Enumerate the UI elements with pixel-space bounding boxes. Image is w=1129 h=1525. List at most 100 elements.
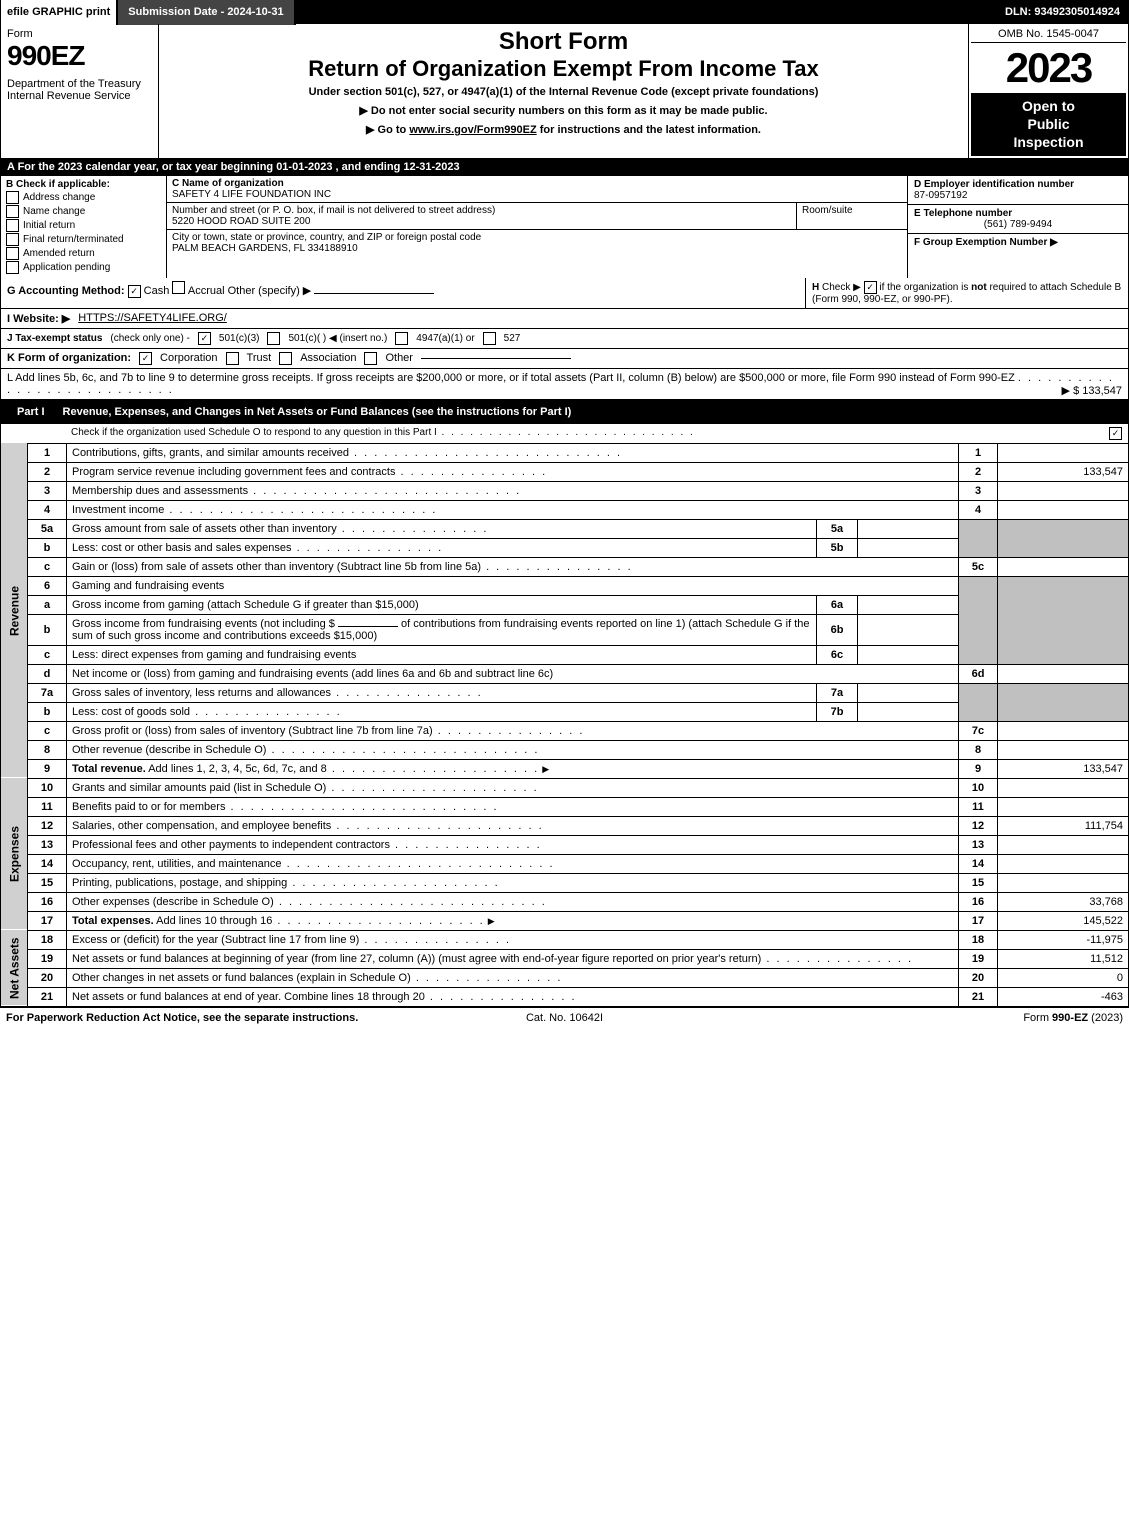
l11-rnum: 11 — [959, 797, 998, 816]
e-label: E Telephone number — [914, 208, 1012, 219]
under-section: Under section 501(c), 527, or 4947(a)(1)… — [165, 86, 962, 98]
checkbox-icon[interactable] — [6, 261, 19, 274]
line-9: 9 Total revenue. Add lines 1, 2, 3, 4, 5… — [1, 759, 1129, 778]
l5b-desc: Less: cost or other basis and sales expe… — [67, 538, 817, 557]
return-title: Return of Organization Exempt From Incom… — [165, 56, 962, 82]
checkbox-4947[interactable] — [395, 332, 408, 345]
l10-num: 10 — [28, 778, 67, 797]
section-def: D Employer identification number 87-0957… — [907, 176, 1128, 278]
l5c-desc: Gain or (loss) from sale of assets other… — [67, 557, 959, 576]
checkbox-icon[interactable] — [6, 205, 19, 218]
line-13: 13 Professional fees and other payments … — [1, 835, 1129, 854]
i-website-link[interactable]: HTTPS://SAFETY4LIFE.ORG/ — [78, 312, 227, 324]
checkbox-cash[interactable]: ✓ — [128, 285, 141, 298]
checkbox-icon[interactable] — [6, 233, 19, 246]
l6a-desc: Gross income from gaming (attach Schedul… — [67, 595, 817, 614]
l6d-rval — [998, 664, 1129, 683]
l5a-num: 5a — [28, 519, 67, 538]
top-bar: efile GRAPHIC print Submission Date - 20… — [0, 0, 1129, 24]
c-street-label: Number and street (or P. O. box, if mail… — [172, 205, 495, 216]
k-corp: Corporation — [160, 352, 217, 364]
checkbox-accrual[interactable] — [172, 281, 185, 294]
l6a-sval — [858, 595, 959, 614]
l10-rval — [998, 778, 1129, 797]
row-j: J Tax-exempt status (check only one) - ✓… — [0, 329, 1129, 349]
j-c: 501(c)( ) ◀ (insert no.) — [288, 333, 387, 344]
efile-print-button[interactable]: efile GRAPHIC print — [1, 0, 118, 25]
l16-desc: Other expenses (describe in Schedule O) — [67, 892, 959, 911]
l1-rnum: 1 — [959, 443, 998, 462]
line-11: 11 Benefits paid to or for members 11 — [1, 797, 1129, 816]
checkbox-527[interactable] — [483, 332, 496, 345]
checkbox-501c[interactable] — [267, 332, 280, 345]
section-c: C Name of organization SAFETY 4 LIFE FOU… — [167, 176, 907, 278]
g-other-input[interactable] — [314, 293, 434, 294]
checkbox-501c3[interactable]: ✓ — [198, 332, 211, 345]
short-form-title: Short Form — [165, 28, 962, 56]
page-footer: For Paperwork Reduction Act Notice, see … — [0, 1007, 1129, 1028]
l7a-num: 7a — [28, 683, 67, 702]
revenue-side-label: Revenue — [1, 443, 28, 778]
checkbox-corp[interactable]: ✓ — [139, 352, 152, 365]
checkbox-icon[interactable] — [6, 191, 19, 204]
expenses-side-label: Expenses — [1, 778, 28, 930]
b-app-pending: Application pending — [6, 261, 161, 274]
j-a1: 4947(a)(1) or — [416, 333, 474, 344]
l5a-sval — [858, 519, 959, 538]
checkbox-assoc[interactable] — [279, 352, 292, 365]
b-item-2: Initial return — [23, 220, 75, 231]
row-h: H Check ▶ ✓ if the organization is not r… — [805, 278, 1128, 308]
l9-rval: 133,547 — [998, 759, 1129, 778]
line-16: 16 Other expenses (describe in Schedule … — [1, 892, 1129, 911]
checkbox-h[interactable]: ✓ — [864, 281, 877, 294]
part-1-check-text: Check if the organization used Schedule … — [71, 427, 1109, 440]
l5c-rnum: 5c — [959, 557, 998, 576]
checkbox-schedule-o[interactable]: ✓ — [1109, 427, 1122, 440]
l14-rnum: 14 — [959, 854, 998, 873]
checkbox-trust[interactable] — [226, 352, 239, 365]
l2-rval: 133,547 — [998, 462, 1129, 481]
j-c3: 501(c)(3) — [219, 333, 260, 344]
l18-num: 18 — [28, 930, 67, 949]
l7c-desc: Gross profit or (loss) from sales of inv… — [67, 721, 959, 740]
line-8: 8 Other revenue (describe in Schedule O)… — [1, 740, 1129, 759]
l6c-sval — [858, 645, 959, 664]
l7a-desc: Gross sales of inventory, less returns a… — [67, 683, 817, 702]
l14-desc: Occupancy, rent, utilities, and maintena… — [67, 854, 959, 873]
l3-rnum: 3 — [959, 481, 998, 500]
header-right: OMB No. 1545-0047 2023 Open to Public In… — [968, 24, 1128, 158]
l11-rval — [998, 797, 1129, 816]
l6a-num: a — [28, 595, 67, 614]
l15-rnum: 15 — [959, 873, 998, 892]
c-name-value: SAFETY 4 LIFE FOUNDATION INC — [172, 189, 331, 200]
k-other-input[interactable] — [421, 358, 571, 359]
h-text2: if the organization is — [879, 282, 971, 293]
d-label: D Employer identification number — [914, 179, 1074, 190]
goto-link[interactable]: www.irs.gov/Form990EZ — [409, 124, 536, 136]
f-label: F Group Exemption Number ▶ — [914, 237, 1058, 248]
checkbox-other[interactable] — [364, 352, 377, 365]
c-city-label: City or town, state or province, country… — [172, 232, 481, 243]
row-l: L Add lines 5b, 6c, and 7b to line 9 to … — [0, 369, 1129, 400]
l19-num: 19 — [28, 949, 67, 968]
checkbox-icon[interactable] — [6, 219, 19, 232]
l21-rnum: 21 — [959, 987, 998, 1006]
l6b-desc: Gross income from fundraising events (no… — [67, 614, 817, 645]
checkbox-icon[interactable] — [6, 247, 19, 260]
l5b-sval — [858, 538, 959, 557]
part-1-header: Part I Revenue, Expenses, and Changes in… — [0, 400, 1129, 424]
l4-desc: Investment income — [67, 500, 959, 519]
i-label: I Website: ▶ — [7, 312, 70, 325]
goto-instruction: ▶ Go to www.irs.gov/Form990EZ for instru… — [165, 123, 962, 136]
g-accrual: Accrual — [188, 285, 225, 297]
c-room-label: Room/suite — [802, 205, 853, 216]
l13-rval — [998, 835, 1129, 854]
open-line-1: Open to — [973, 97, 1124, 115]
l5ab-shaded-val — [998, 519, 1129, 557]
l7b-num: b — [28, 702, 67, 721]
row-g: G Accounting Method: ✓ Cash Accrual Othe… — [1, 278, 805, 308]
l21-rval: -463 — [998, 987, 1129, 1006]
line-20: 20 Other changes in net assets or fund b… — [1, 968, 1129, 987]
l6b-blank[interactable] — [338, 626, 398, 627]
l8-desc: Other revenue (describe in Schedule O) — [67, 740, 959, 759]
